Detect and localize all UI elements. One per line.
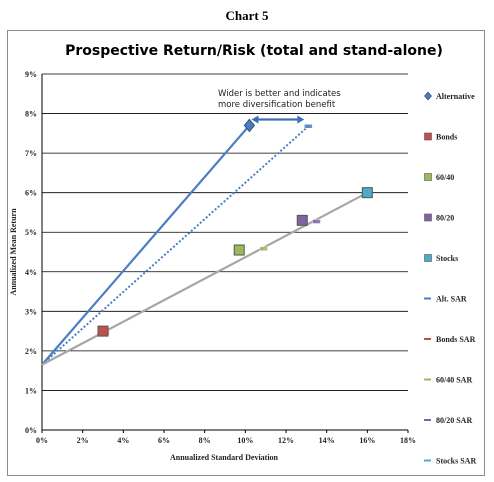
data-markers (97, 118, 373, 337)
y-tick-label: 7% (25, 149, 37, 158)
x-tick-label: 6% (158, 436, 170, 445)
legend-label: Alternative (436, 92, 475, 101)
trend-lines (41, 124, 368, 366)
legend-label: 80/20 (436, 214, 454, 223)
legend-marker (424, 173, 432, 181)
x-tick-label: 10% (237, 436, 253, 445)
legend-label: 60/40 (436, 173, 454, 182)
axes: 0% 1% 2% 3% 4% 5% 6% 7% 8% 9% 0% 2% 4% 6% 8% 10% 12% 14% 1… (25, 70, 416, 445)
trend-line-3 (41, 191, 368, 366)
x-tick-label: 8% (199, 436, 211, 445)
annotation-line-2: more diversification benefit (218, 100, 336, 110)
y-tick-label: 4% (25, 268, 37, 277)
arrow-head-right (297, 115, 305, 124)
legend: Alternative Bonds 60/40 80/20 Stocks Alt. SAR… (424, 91, 476, 466)
x-tick-label: 14% (319, 436, 335, 445)
sar-point (312, 219, 321, 224)
y-tick-label: 1% (25, 386, 37, 395)
gridlines (42, 73, 408, 391)
y-tick-label: 5% (25, 228, 37, 237)
legend-label: 60/40 SAR (436, 376, 472, 385)
x-axis-title: Annualized Standard Deviation (170, 453, 279, 462)
annotation-line-1: Wider is better and indicates (218, 89, 341, 99)
legend-label: Stocks SAR (436, 457, 476, 466)
x-tick-label: 16% (359, 436, 375, 445)
y-axis-title: Annualized Mean Return (9, 208, 18, 296)
page-heading: Chart 5 (225, 8, 269, 23)
data-point (243, 118, 256, 133)
data-point (296, 214, 308, 226)
legend-label: Stocks (436, 254, 458, 263)
chart-frame (7, 30, 485, 476)
y-tick-label: 2% (25, 347, 37, 356)
legend-label: Bonds SAR (436, 335, 476, 344)
x-tick-label: 18% (400, 436, 416, 445)
annotation: Wider is better and indicates more diver… (218, 89, 341, 124)
legend-marker (424, 254, 432, 262)
y-tick-label: 0% (25, 426, 37, 435)
y-tick-label: 8% (25, 110, 37, 119)
trend-line-1 (41, 124, 251, 366)
legend-label: Bonds (436, 133, 457, 142)
sar-point (304, 123, 313, 129)
data-point (97, 325, 109, 337)
trend-line-2 (41, 125, 310, 366)
y-tick-label: 9% (25, 70, 37, 79)
x-tick-label: 2% (77, 436, 89, 445)
y-tick-label: 6% (25, 189, 37, 198)
sar-point (259, 246, 268, 252)
legend-label: 80/20 SAR (436, 416, 472, 425)
legend-marker (424, 132, 432, 141)
arrow-head-left (251, 115, 259, 124)
x-tick-label: 0% (36, 436, 48, 445)
x-tick-label: 4% (117, 436, 129, 445)
legend-marker (424, 91, 432, 101)
chart-title: Prospective Return/Risk (total and stand… (65, 43, 443, 59)
x-tick-label: 12% (278, 436, 294, 445)
legend-label: Alt. SAR (436, 295, 467, 304)
legend-marker (424, 213, 432, 222)
data-point (233, 244, 245, 256)
y-tick-label: 3% (25, 307, 37, 316)
data-point (361, 187, 373, 199)
